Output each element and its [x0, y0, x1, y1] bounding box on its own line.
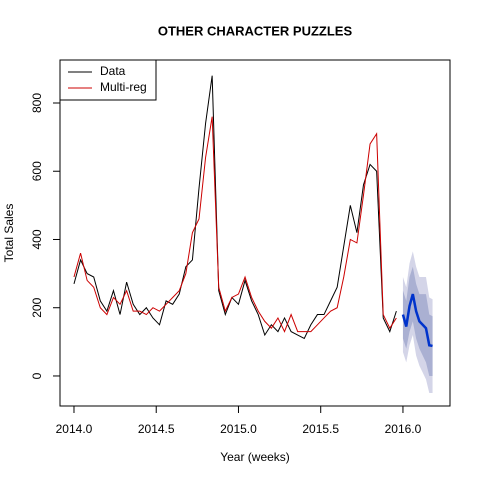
plot-frame [59, 59, 451, 407]
y-tick-label: 400 [30, 229, 44, 249]
x-tick-label: 2014.5 [138, 422, 175, 436]
y-tick-label: 800 [30, 93, 44, 113]
y-axis-label: Total Sales [2, 204, 16, 263]
x-tick-label: 2016.0 [385, 422, 422, 436]
legend-box [59, 59, 157, 101]
x-axis-label: Year (weeks) [220, 450, 290, 464]
y-tick-label: 0 [30, 372, 44, 379]
legend-label: Multi-reg [100, 80, 147, 94]
series-line [73, 116, 397, 333]
x-tick-label: 2015.5 [302, 422, 339, 436]
y-tick-label: 200 [30, 297, 44, 317]
plot-area [73, 75, 433, 394]
x-tick-label: 2015.0 [220, 422, 257, 436]
forecast-line [401, 293, 433, 348]
chart-title: OTHER CHARACTER PUZZLES [158, 23, 353, 38]
x-tick-label: 2014.0 [56, 422, 93, 436]
y-tick-label: 600 [30, 161, 44, 181]
band-80 [402, 266, 433, 376]
series-line [73, 75, 397, 340]
legend-label: Data [100, 64, 126, 78]
